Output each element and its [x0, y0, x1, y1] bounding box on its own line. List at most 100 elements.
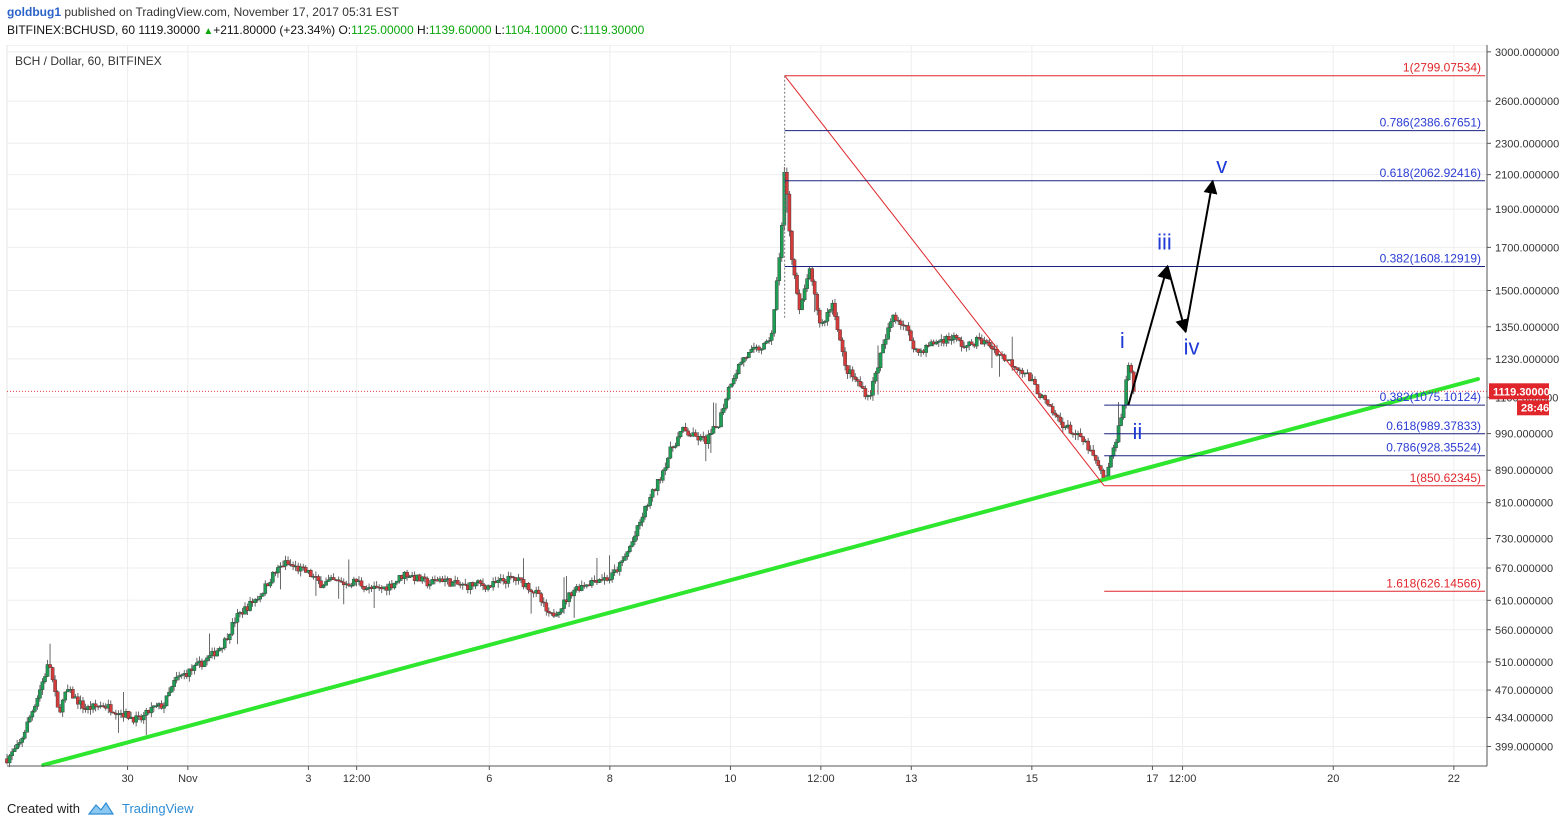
candle-body	[977, 337, 982, 339]
candle-body	[162, 705, 166, 709]
y-tick-label: 2600.000000	[1495, 96, 1559, 108]
candle-body	[172, 680, 176, 687]
candle-body	[995, 349, 999, 356]
candle-body	[443, 579, 447, 582]
candle-body	[825, 312, 830, 322]
fib-level-label: 0.786(2386.67651)	[1380, 116, 1481, 130]
candle-body	[35, 697, 40, 707]
y-tick-label: 560.000000	[1495, 625, 1553, 637]
candle-body	[767, 340, 771, 342]
candle-body	[478, 580, 483, 584]
candle-body	[1119, 417, 1123, 426]
tradingview-logo-icon	[87, 801, 114, 815]
chart-area[interactable]: 1(2799.07534) 0.786(2386.67651) 0.618(2062…	[5, 44, 1560, 793]
tradingview-brand[interactable]: TradingView	[121, 800, 194, 816]
drawings[interactable]: 1(2799.07534) 0.786(2386.67651) 0.618(2062…	[7, 61, 1487, 768]
candle-body	[195, 662, 199, 666]
candle-body	[116, 713, 121, 716]
candle-body	[924, 345, 928, 353]
candle-body	[192, 665, 197, 671]
candle-body	[795, 274, 799, 294]
candle-body	[883, 339, 888, 345]
candle-body	[764, 340, 769, 344]
y-tick-label: 399.000000	[1495, 741, 1553, 753]
open-label: O:	[338, 23, 352, 37]
candle-body	[752, 346, 756, 350]
candle-body	[12, 748, 17, 752]
candle-body	[954, 335, 959, 338]
candle-body	[220, 647, 225, 650]
x-tick-label: 12:00	[343, 773, 371, 785]
candle-body	[729, 383, 733, 388]
candle-body	[374, 585, 379, 588]
candle-body	[835, 316, 840, 331]
candle-body	[425, 578, 430, 587]
candle-body	[716, 426, 721, 429]
candle-body	[187, 668, 192, 677]
x-tick-label: 20	[1327, 773, 1339, 785]
candle-body	[1124, 379, 1128, 406]
candle-body	[1020, 370, 1025, 374]
candle-body	[858, 381, 863, 387]
candle-body	[126, 711, 131, 719]
candle-body	[169, 686, 174, 693]
change-value: +211.80000 (+23.34%)	[213, 23, 336, 37]
candle-body	[1012, 366, 1017, 368]
candle-body	[253, 599, 257, 603]
price-chart-svg[interactable]: 1(2799.07534) 0.786(2386.67651) 0.618(2062…	[5, 44, 1560, 793]
candle-body	[486, 585, 490, 590]
candle-body	[260, 593, 265, 597]
candle-body	[422, 576, 427, 579]
last-price-badge-text: 1119.30000	[1493, 386, 1550, 398]
candle-body	[559, 608, 564, 613]
candle-body	[463, 583, 468, 586]
candle-body	[683, 426, 688, 432]
candle-body	[321, 585, 326, 588]
y-tick-label: 3000.000000	[1495, 47, 1559, 59]
candle-body	[506, 575, 511, 584]
candle-body	[15, 744, 19, 749]
candle-body	[896, 319, 901, 322]
wave-label: iii	[1157, 229, 1172, 254]
candle-body	[1061, 421, 1065, 428]
fib-level-label: 0.786(928.35524)	[1386, 441, 1481, 455]
wave-label: ii	[1132, 419, 1142, 444]
fib-level-label: 0.618(2062.92416)	[1380, 166, 1481, 180]
candle-body	[1129, 365, 1133, 373]
close-value: 1119.30000	[582, 23, 645, 37]
candle-body	[347, 583, 351, 586]
time-axis[interactable]: 30 Nov 3 12:00 6 8 10 12:00 13 15 17 12:00 20 22	[7, 765, 1487, 785]
fib-level-label: 0.382(1608.12919)	[1380, 252, 1481, 266]
open-value: 1125.00000	[351, 23, 414, 37]
candle-body	[526, 583, 531, 591]
candle-body	[405, 571, 409, 578]
candles	[5, 167, 1136, 768]
candle-body	[1109, 455, 1113, 468]
candle-body	[633, 535, 637, 542]
candle-body	[1053, 412, 1058, 416]
candle-body	[777, 257, 782, 281]
candle-body	[623, 556, 627, 561]
candle-body	[749, 349, 754, 353]
publish-info: goldbug1 published on TradingView.com, N…	[7, 5, 399, 19]
chart-header: goldbug1 published on TradingView.com, N…	[0, 0, 1566, 42]
candle-body	[610, 572, 614, 580]
candle-body	[450, 581, 455, 587]
candle-body	[1010, 359, 1014, 367]
candle-body	[990, 345, 994, 350]
candle-body	[1015, 367, 1020, 371]
candle-body	[562, 599, 566, 609]
candle-body	[648, 497, 652, 506]
y-tick-label: 1500.000000	[1495, 285, 1559, 297]
candle-body	[985, 340, 989, 343]
candle-body	[22, 732, 27, 739]
candle-body	[676, 436, 680, 447]
candle-body	[326, 579, 331, 582]
x-tick-label: 13	[905, 773, 917, 785]
author-link[interactable]: goldbug1	[7, 5, 61, 19]
wave-arrow	[1166, 265, 1189, 334]
candle-body	[785, 172, 789, 195]
price-axis[interactable]: 399.000000 434.000000 470.000000 510.000000…	[1486, 45, 1559, 766]
candle-body	[53, 679, 57, 692]
candle-body	[736, 364, 741, 374]
